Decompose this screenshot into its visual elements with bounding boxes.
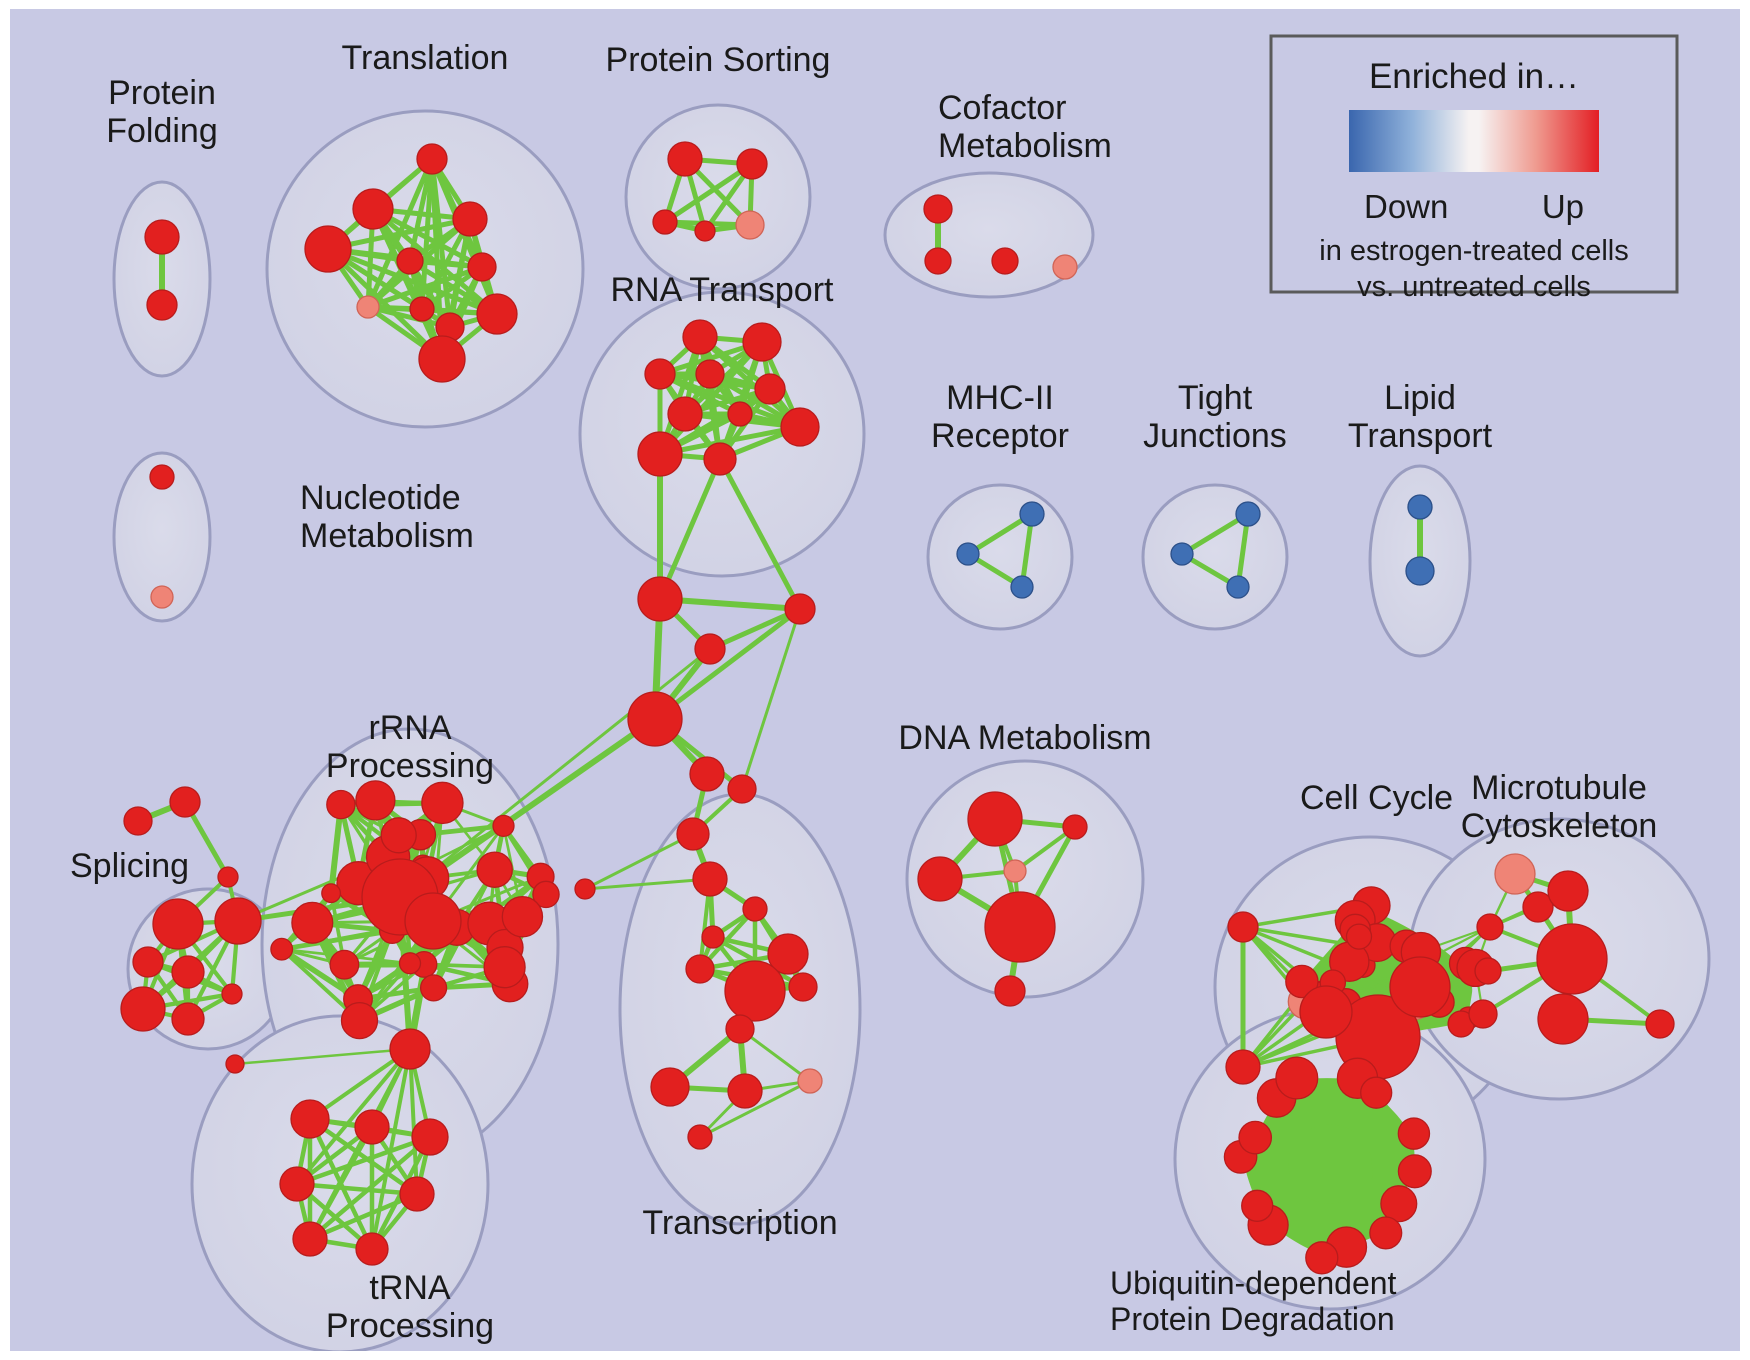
svg-text:Splicing: Splicing <box>70 847 189 885</box>
svg-text:in estrogen-treated cells: in estrogen-treated cells <box>1319 235 1629 267</box>
svg-text:Translation: Translation <box>342 39 509 77</box>
svg-text:Up: Up <box>1542 188 1584 225</box>
svg-text:vs. untreated cells: vs. untreated cells <box>1357 271 1591 303</box>
svg-text:Transcription: Transcription <box>642 1204 837 1242</box>
svg-text:RNA Transport: RNA Transport <box>611 271 835 309</box>
svg-text:Enriched in…: Enriched in… <box>1369 57 1579 96</box>
svg-text:Cell Cycle: Cell Cycle <box>1300 779 1453 817</box>
svg-text:Protein Sorting: Protein Sorting <box>606 41 831 79</box>
svg-text:DNA Metabolism: DNA Metabolism <box>898 719 1151 757</box>
svg-text:Down: Down <box>1364 188 1448 225</box>
